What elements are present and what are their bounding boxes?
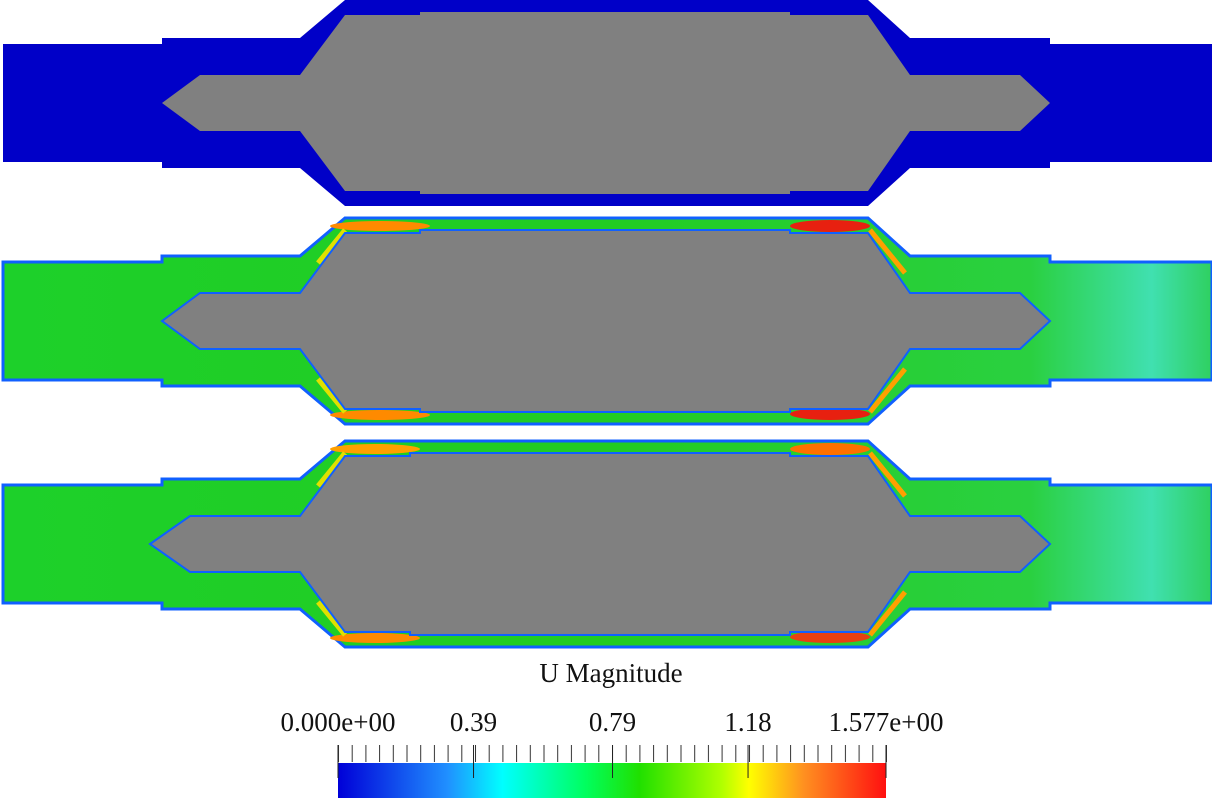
tick-label: 0.79 xyxy=(589,707,636,737)
colorbar-gradient xyxy=(338,763,886,798)
tick-label: 0.39 xyxy=(450,707,497,737)
colorbar: U Magnitude 0.000e+00 0.39 0.79 1.18 1.577e+… xyxy=(281,658,944,798)
panel-flow xyxy=(3,441,1212,647)
colorbar-title: U Magnitude xyxy=(539,658,682,688)
panel-flow xyxy=(3,218,1212,424)
tick-label: 1.18 xyxy=(724,707,771,737)
tick-label: 1.577e+00 xyxy=(829,707,944,737)
panel-initial xyxy=(3,0,1212,206)
tick-label: 0.000e+00 xyxy=(281,707,396,737)
visualization: U Magnitude 0.000e+00 0.39 0.79 1.18 1.577e+… xyxy=(0,0,1212,798)
